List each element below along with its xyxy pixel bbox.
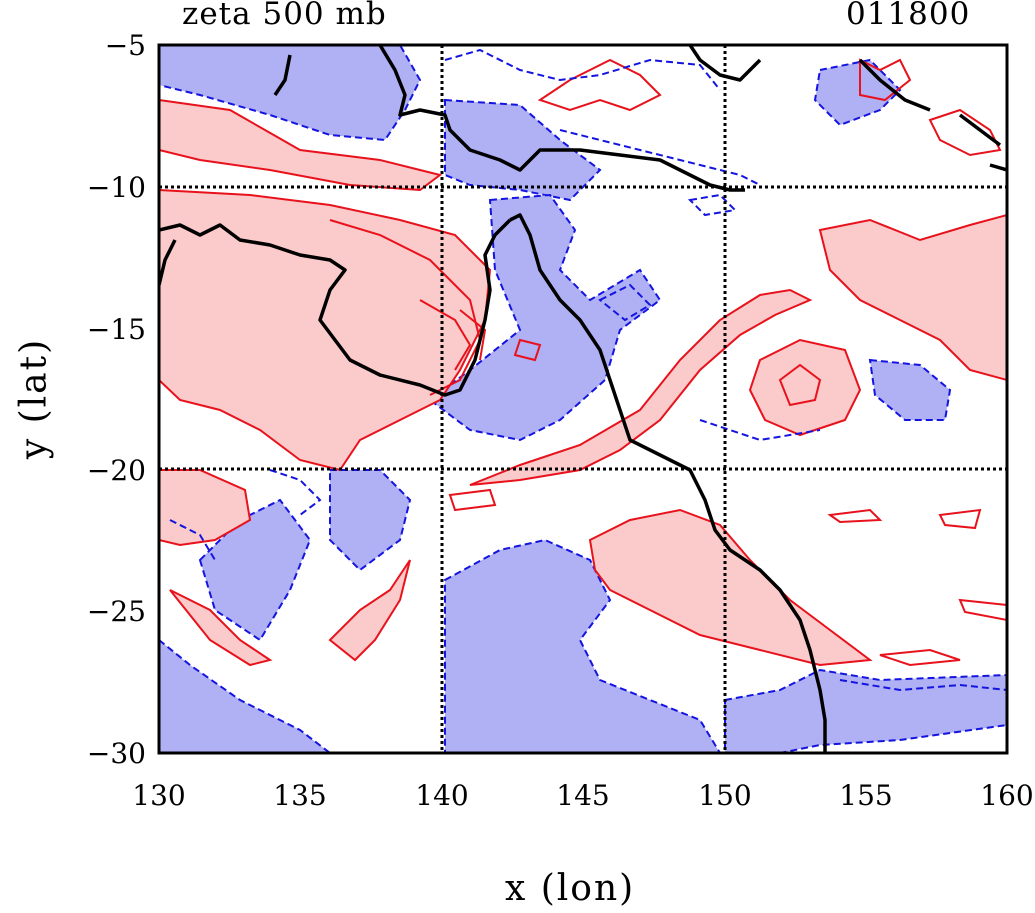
y-tick: −30 — [87, 737, 146, 770]
x-tick: 135 — [273, 779, 326, 812]
contour-field — [159, 45, 1007, 753]
coast-nt-arnhem — [159, 218, 512, 397]
y-tick: −25 — [87, 595, 146, 628]
coast-island-2 — [989, 163, 1007, 172]
y-axis-label: y (lat) — [13, 337, 55, 460]
grid-lines — [159, 45, 1007, 753]
negative-vorticity-regions — [159, 45, 1007, 753]
positive-region — [818, 213, 1007, 382]
x-tick: 155 — [839, 779, 892, 812]
positive-region — [588, 508, 873, 667]
x-tick-labels: 130 135 140 145 150 155 160 — [132, 779, 1033, 812]
coast-island — [273, 54, 292, 96]
positive-region — [469, 288, 813, 486]
y-tick: −20 — [87, 454, 146, 487]
negative-region — [868, 358, 952, 421]
x-axis-label: x (lon) — [505, 868, 636, 909]
plot-title: zeta 500 mb — [182, 0, 387, 32]
coast-new-guinea-north — [688, 45, 762, 82]
plot-timestamp: 011800 — [846, 0, 971, 32]
coast-solomon — [958, 113, 1002, 147]
y-tick: −15 — [87, 313, 146, 346]
y-tick: −10 — [87, 171, 146, 204]
coast-cape-york — [509, 213, 827, 753]
positive-region — [748, 338, 862, 437]
y-tick-labels: −5 −10 −15 −20 −25 −30 — [87, 29, 146, 770]
x-tick: 140 — [415, 779, 468, 812]
negative-region — [159, 45, 422, 142]
positive-region — [169, 589, 273, 667]
x-tick: 160 — [980, 779, 1033, 812]
negative-region — [159, 638, 332, 753]
positive-contour-lines — [329, 58, 1007, 667]
y-tick: −5 — [105, 29, 146, 62]
coast-new-guinea — [378, 45, 745, 192]
coastline — [159, 45, 1007, 753]
negative-region — [428, 193, 662, 442]
negative-region — [813, 58, 902, 127]
negative-region — [198, 498, 312, 642]
negative-region — [724, 668, 1007, 753]
x-tick: 145 — [556, 779, 609, 812]
x-tick: 150 — [698, 779, 751, 812]
negative-region — [444, 538, 722, 753]
x-tick: 130 — [132, 779, 185, 812]
negative-contour-lines — [169, 48, 1007, 692]
positive-region — [159, 98, 443, 192]
positive-region — [159, 188, 492, 472]
negative-region — [444, 98, 602, 202]
positive-vorticity-regions — [159, 98, 1007, 667]
negative-region — [329, 469, 412, 572]
coast-new-britain — [858, 58, 931, 112]
positive-region — [328, 559, 411, 662]
plot-frame — [157, 43, 1009, 755]
coast-west — [159, 239, 177, 286]
